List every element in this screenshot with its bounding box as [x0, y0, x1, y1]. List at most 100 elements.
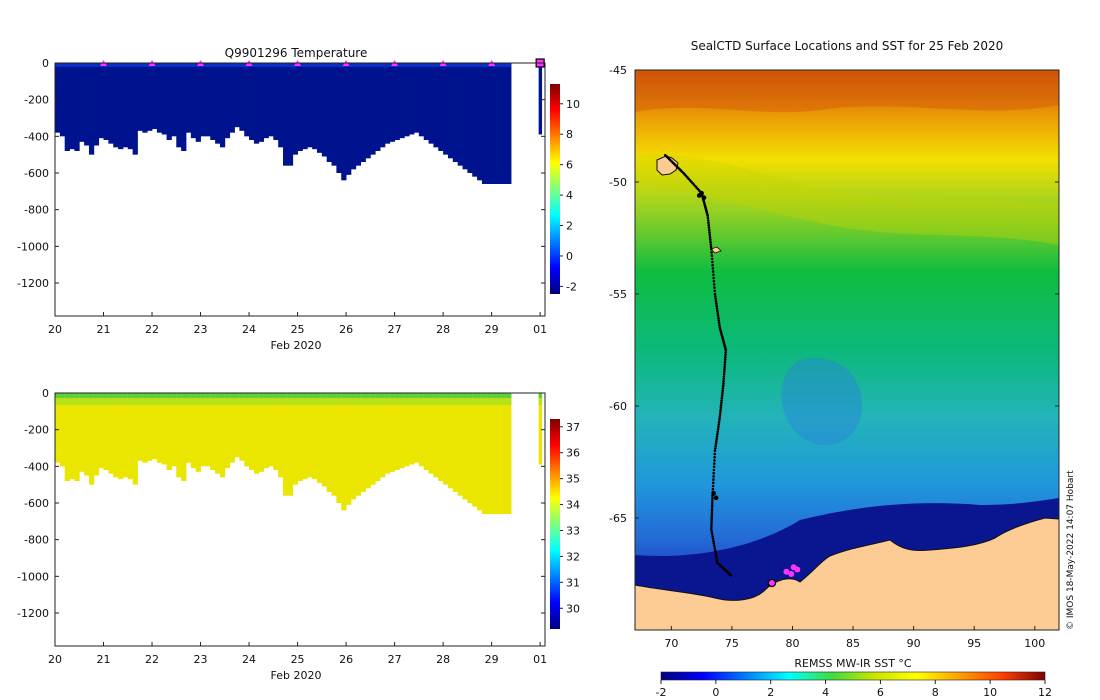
track-dot — [712, 462, 716, 465]
sst-cool-patch — [781, 358, 862, 446]
antarctica-land — [635, 517, 1059, 630]
temperature-xlabel: Feb 2020 — [271, 339, 322, 352]
salinity-surface-layer — [428, 393, 434, 405]
track-dot — [710, 508, 714, 512]
salinity-dive-column — [122, 393, 129, 478]
sst-colorbar-tick-label: 4 — [822, 686, 829, 699]
salinity-dive-column — [501, 393, 507, 514]
track-dot — [714, 447, 717, 450]
salinity-fresh-layer — [166, 393, 172, 398]
salinity-dive-column — [258, 393, 265, 472]
salinity-surface-layer — [113, 393, 119, 405]
temperature-dive-column — [55, 63, 61, 133]
salinity-dive-column — [477, 393, 483, 511]
salinity-surface-layer — [389, 393, 396, 405]
salinity-fresh-layer — [380, 393, 386, 398]
salinity-fresh-layer — [185, 393, 192, 398]
salinity-dive-column — [380, 393, 386, 478]
salinity-fresh-layer — [195, 393, 201, 398]
salinity-surface-layer — [307, 393, 313, 405]
salinity-dive-column — [399, 393, 405, 469]
track-dot — [713, 544, 716, 548]
salinity-dive-column — [428, 393, 434, 474]
salinity-fresh-layer — [501, 393, 507, 398]
salinity-fresh-layer — [171, 393, 177, 398]
salinity-dive-column — [181, 393, 187, 481]
temperature-dive-column — [433, 63, 439, 148]
temperature-dive-column — [438, 63, 444, 151]
temperature-surface-layer — [481, 63, 488, 67]
salinity-data-layer — [55, 393, 543, 514]
salinity-surface-layer — [321, 393, 328, 405]
salinity-dive-column — [486, 393, 493, 514]
salinity-dive-column — [108, 393, 114, 474]
salinity-fresh-layer — [219, 393, 226, 398]
temperature-surface-layer — [79, 63, 85, 67]
salinity-surface-layer — [287, 393, 294, 405]
salinity-surface-layer — [336, 393, 342, 405]
salinity-fresh-layer — [462, 393, 468, 398]
salinity-fresh-layer — [486, 393, 493, 398]
temperature-dive-column — [307, 63, 313, 148]
x-tick-label: 26 — [339, 323, 353, 336]
temperature-dive-column — [229, 63, 235, 133]
temperature-dive-column — [394, 63, 400, 140]
track-dot — [724, 353, 727, 357]
x-tick-label: 24 — [242, 653, 256, 666]
y-tick-label: -1200 — [17, 607, 49, 620]
temperature-surface-layer — [258, 63, 265, 67]
track-dot — [710, 257, 714, 261]
colorbar-tick-label: 37 — [566, 421, 580, 434]
track-dot — [711, 263, 714, 267]
temperature-surface-layer — [229, 63, 235, 67]
track-dot — [707, 223, 711, 227]
track-dot — [715, 556, 718, 560]
temperature-section-title: Q9901296 Temperature — [225, 46, 368, 60]
track-dot — [710, 532, 714, 536]
salinity-surface-layer — [433, 393, 439, 405]
salinity-surface-layer — [312, 393, 318, 405]
x-tick-label: 01 — [533, 323, 547, 336]
x-tick-label: 22 — [145, 653, 159, 666]
y-tick-label: -600 — [24, 167, 49, 180]
track-dot — [724, 348, 728, 352]
temperature-surface-layer — [418, 63, 425, 67]
temperature-dive-column — [127, 63, 134, 150]
temperature-dive-column — [399, 63, 405, 139]
temperature-surface-layer — [181, 63, 187, 67]
y-tick-label: -600 — [24, 497, 49, 510]
temperature-surface-layer — [433, 63, 439, 67]
track-dot — [714, 554, 718, 557]
salinity-fresh-layer — [55, 393, 61, 398]
temperature-surface-layer — [423, 63, 429, 67]
salinity-fresh-layer — [506, 393, 512, 398]
temperature-dive-column — [205, 63, 211, 137]
salinity-surface-layer — [370, 393, 376, 405]
track-dot — [711, 270, 715, 273]
salinity-surface-layer — [64, 393, 70, 405]
salinity-dive-column — [84, 393, 90, 476]
salinity-fresh-layer — [263, 393, 269, 398]
temperature-surface-layer — [350, 63, 357, 67]
temperature-surface-layer — [409, 63, 415, 67]
salinity-dive-column — [341, 393, 347, 511]
salinity-surface-layer — [380, 393, 386, 405]
track-dot — [712, 542, 716, 545]
salinity-dive-column — [394, 393, 400, 470]
salinity-fresh-layer — [108, 393, 114, 398]
y-tick-label: -400 — [24, 460, 49, 473]
temperature-surface-layer — [428, 63, 434, 67]
sst-colorbar-ticks: -2 0 2 4 6 8 10 12 — [656, 680, 1052, 699]
y-tick-label: 0 — [42, 57, 49, 70]
salinity-dive-column — [171, 393, 177, 467]
temperature-dive-column — [190, 63, 197, 139]
sst-map-content — [635, 70, 1059, 630]
salinity-surface-layer — [438, 393, 444, 405]
temperature-dive-column — [171, 63, 177, 137]
salinity-dive-column — [384, 393, 391, 474]
temperature-surface-layer — [64, 63, 70, 67]
sst-map-axes: 70 75 80 85 90 95 100 -45 -50 -55 -60 -65 — [609, 64, 1059, 650]
salinity-surface-layer — [452, 393, 459, 405]
salinity-dive-column — [244, 393, 250, 467]
seal-track-layer — [663, 153, 801, 588]
